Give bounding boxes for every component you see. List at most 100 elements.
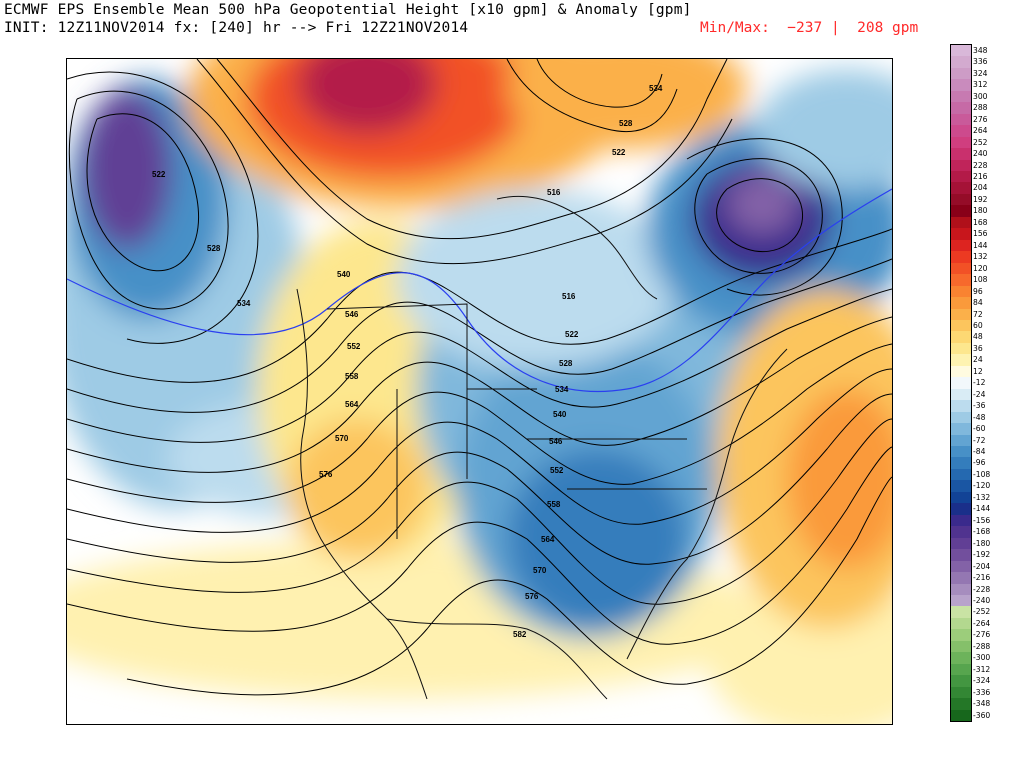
colorbar-label: -240	[973, 595, 991, 605]
colorbar-swatch	[951, 698, 971, 711]
contour-label: 528	[619, 119, 633, 128]
colorbar-swatch	[951, 102, 971, 115]
colorbar-label: -276	[973, 630, 991, 640]
colorbar-label: -24	[973, 389, 986, 399]
colorbar-swatch	[951, 67, 971, 80]
colorbar-swatch	[951, 388, 971, 401]
contour-label: 558	[345, 372, 359, 381]
colorbar-label: 36	[973, 343, 983, 353]
colorbar-label: -264	[973, 618, 991, 628]
reference-contour	[67, 188, 892, 392]
colorbar-label: 204	[973, 183, 988, 193]
contour-label: 564	[345, 400, 359, 409]
colorbar-label: 264	[973, 126, 988, 136]
colorbar-label: -36	[973, 401, 986, 411]
colorbar-swatch	[951, 468, 971, 481]
contour-label: 570	[335, 434, 349, 443]
colorbar-swatch	[951, 400, 971, 413]
colorbar-swatch	[951, 90, 971, 103]
colorbar-swatch	[951, 193, 971, 206]
colorbar-label: 72	[973, 309, 983, 319]
contour-label: 570	[533, 566, 547, 575]
colorbar-swatch	[951, 159, 971, 172]
contour-label: 522	[565, 330, 579, 339]
colorbar-swatch	[951, 239, 971, 252]
colorbar-label: -156	[973, 515, 991, 525]
colorbar-swatch	[951, 228, 971, 241]
colorbar-swatch	[951, 113, 971, 126]
contour-label: 516	[547, 188, 561, 197]
contour-label: 540	[337, 270, 351, 279]
contour-label: 516	[562, 292, 576, 301]
colorbar-swatch	[951, 262, 971, 275]
colorbar-swatch	[951, 274, 971, 287]
colorbar-label: 336	[973, 57, 988, 67]
contour-label: 552	[550, 466, 564, 475]
colorbar-swatch	[951, 171, 971, 183]
chart-title: ECMWF EPS Ensemble Mean 500 hPa Geopoten…	[4, 2, 692, 18]
colorbar-swatch	[951, 423, 971, 436]
colorbar-label: 96	[973, 286, 983, 296]
colorbar-label: -204	[973, 561, 991, 571]
colorbar-swatch	[951, 503, 971, 516]
colorbar-label: 312	[973, 80, 988, 90]
colorbar-label: -348	[973, 699, 991, 709]
colorbar-swatch	[951, 365, 971, 378]
colorbar-swatch	[951, 514, 971, 527]
min-max-readout: Min/Max: −237 | 208 gpm	[700, 20, 919, 36]
colorbar-swatch	[951, 583, 971, 596]
colorbar-swatch	[951, 560, 971, 573]
colorbar-swatch	[951, 79, 971, 92]
colorbar-swatch	[951, 663, 971, 676]
colorbar-swatch	[951, 342, 971, 355]
colorbar-swatch	[951, 216, 971, 229]
colorbar-swatch	[951, 148, 971, 161]
colorbar-swatch	[951, 411, 971, 424]
colorbar-label: 300	[973, 91, 988, 101]
anomaly-shading	[67, 59, 892, 724]
colorbar-swatch	[951, 297, 971, 310]
colorbar-swatch	[951, 491, 971, 504]
colorbar-label: -72	[973, 435, 986, 445]
colorbar-swatch	[951, 45, 971, 57]
colorbar-label: -288	[973, 641, 991, 651]
colorbar-swatch	[951, 594, 971, 607]
colorbar-swatch	[951, 629, 971, 642]
colorbar-label: 216	[973, 172, 988, 182]
colorbar-label: -360	[973, 710, 991, 720]
colorbar-swatch	[951, 285, 971, 298]
colorbar-label: 240	[973, 149, 988, 159]
colorbar-swatch	[951, 709, 971, 722]
colorbar-swatch	[951, 457, 971, 470]
contour-label: 522	[612, 148, 626, 157]
colorbar-label: -300	[973, 653, 991, 663]
contour-label: 522	[152, 170, 166, 179]
colorbar-swatch	[951, 182, 971, 195]
colorbar-swatch	[951, 446, 971, 458]
colorbar-label: -324	[973, 676, 991, 686]
colorbar-swatch	[951, 308, 971, 321]
contour-label: 528	[207, 244, 221, 253]
colorbar-label: -168	[973, 527, 991, 537]
colorbar-label: -252	[973, 607, 991, 617]
colorbar-label: 60	[973, 320, 983, 330]
anomaly-colorbar	[950, 44, 972, 722]
colorbar-label: 288	[973, 103, 988, 113]
colorbar-label: 48	[973, 332, 983, 342]
colorbar-label: -144	[973, 504, 991, 514]
contour-label: 552	[347, 342, 361, 351]
height-contours	[67, 59, 892, 696]
colorbar-label: 180	[973, 206, 988, 216]
colorbar-swatch	[951, 606, 971, 619]
colorbar-label: 12	[973, 366, 983, 376]
colorbar-label: -192	[973, 550, 991, 560]
colorbar-swatch	[951, 549, 971, 562]
colorbar-swatch	[951, 480, 971, 493]
colorbar-swatch	[951, 526, 971, 539]
colorbar-swatch	[951, 205, 971, 218]
contour-label: 546	[549, 437, 563, 446]
contour-label: 582	[513, 630, 527, 639]
colorbar-swatch	[951, 675, 971, 688]
colorbar-swatch	[951, 319, 971, 332]
contour-label: 528	[559, 359, 573, 368]
